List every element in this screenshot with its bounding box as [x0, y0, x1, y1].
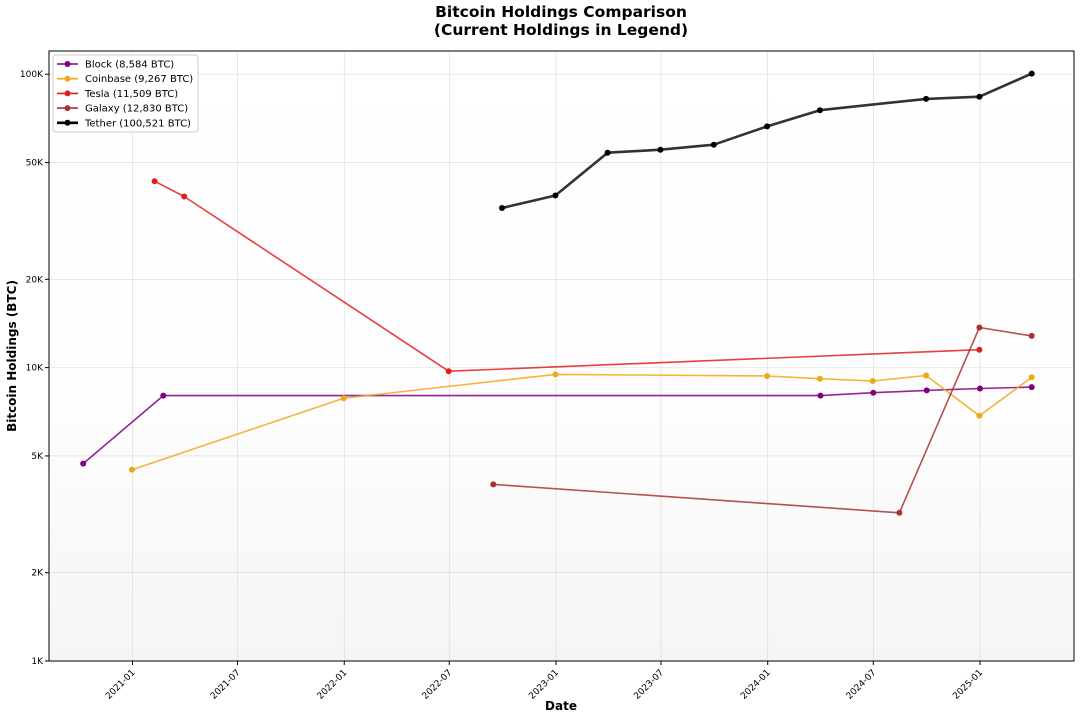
x-tick-label: 2022-07: [421, 668, 455, 702]
x-tick-label: 2021-07: [209, 668, 243, 702]
y-tick-label: 1K: [31, 657, 44, 667]
legend-swatch-marker: [64, 90, 71, 97]
data-point: [869, 378, 876, 384]
series-layer: [80, 70, 1035, 516]
y-tick-label: 5K: [31, 452, 44, 462]
data-point: [764, 123, 771, 130]
grid: [49, 51, 1074, 662]
data-point: [151, 178, 158, 185]
data-point: [181, 193, 188, 200]
legend-swatch-marker: [64, 61, 71, 67]
legend: Block (8,584 BTC) Coinbase (9,267 BTC) Tes…: [52, 54, 199, 133]
legend-entry: Tether (100,521 BTC): [84, 118, 191, 129]
data-point: [1028, 70, 1035, 77]
data-point: [870, 389, 877, 396]
x-tick-label: 2024-01: [739, 668, 773, 702]
data-point: [923, 372, 930, 379]
x-axis-label: Date: [545, 699, 577, 713]
data-point: [817, 392, 824, 399]
data-point: [499, 205, 505, 211]
legend-swatch-marker: [64, 119, 71, 126]
legend-swatch-marker: [64, 105, 71, 112]
x-tick-label: 2023-07: [632, 668, 666, 702]
x-tick-label: 2021-01: [104, 668, 138, 702]
data-point: [976, 412, 983, 419]
data-point: [340, 395, 347, 402]
x-tick-label: 2023-01: [527, 668, 561, 702]
data-point: [976, 93, 983, 100]
data-point: [710, 141, 717, 148]
y-tick-label: 20K: [26, 275, 44, 285]
plot-frame: [48, 50, 1075, 662]
x-tick-label: 2024-07: [845, 668, 879, 702]
data-point: [816, 107, 823, 114]
data-point: [160, 392, 167, 399]
series-line: [501, 72, 1033, 210]
data-point: [1028, 332, 1035, 339]
data-point: [552, 192, 559, 199]
series-line: [154, 180, 980, 373]
x-tick-label: 2022-01: [316, 668, 350, 702]
data-point: [896, 509, 903, 516]
data-point: [80, 460, 87, 467]
data-point: [977, 385, 983, 392]
data-point: [657, 146, 664, 153]
data-point: [604, 149, 611, 156]
y-tick-label: 50K: [26, 159, 44, 169]
data-point: [923, 387, 930, 394]
chart-subtitle: (Current Holdings in Legend): [433, 21, 689, 39]
legend-entry: Block (8,584 BTC): [85, 60, 174, 71]
data-point: [816, 375, 823, 382]
y-tick-label: 10K: [26, 364, 44, 374]
y-tick-label: 2K: [31, 569, 44, 579]
data-point: [129, 466, 135, 473]
legend-entry: Coinbase (9,267 BTC): [85, 74, 193, 85]
legend-swatch-marker: [64, 75, 71, 82]
y-tick-label: 100K: [20, 70, 44, 80]
y-axis-label: Bitcoin Holdings (BTC): [5, 280, 19, 432]
series-line: [493, 326, 1032, 514]
data-point: [490, 481, 497, 488]
x-tick-label: 2025-01: [951, 668, 985, 702]
data-point: [923, 95, 930, 102]
data-point: [445, 368, 452, 375]
data-point: [1028, 374, 1035, 381]
data-point: [552, 371, 559, 378]
data-point: [764, 373, 771, 379]
legend-box: [52, 54, 199, 133]
data-point: [976, 346, 983, 353]
legend-entry: Galaxy (12,830 BTC): [85, 104, 188, 115]
legend-entry: Tesla (11,509 BTC): [84, 89, 178, 100]
plot-area: [49, 51, 1074, 661]
data-point: [976, 324, 983, 331]
data-point: [1028, 384, 1035, 391]
chart-title: Bitcoin Holdings Comparison: [435, 3, 687, 21]
